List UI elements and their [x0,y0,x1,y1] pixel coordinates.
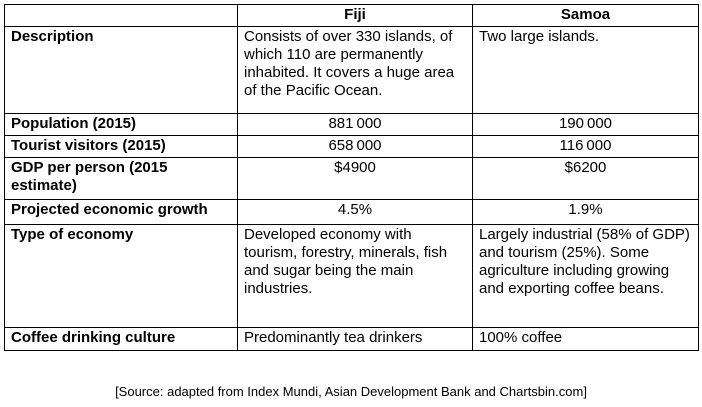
cell-samoa-economic-growth: 1.9% [472,199,699,225]
table-row: Coffee drinking culture Predominantly te… [4,327,699,351]
cell-samoa-type-of-economy: Largely industrial (58% of GDP) and tour… [472,224,699,328]
cell-fiji-population: 881 000 [237,113,473,136]
table-row: Population (2015) 881 000 190 000 [4,113,699,136]
cell-samoa-coffee-culture: 100% coffee [472,327,699,351]
row-label-population: Population (2015) [4,113,238,136]
cell-fiji-type-of-economy: Developed economy with tourism, forestry… [237,224,473,328]
header-row: Fiji Samoa [4,4,699,27]
cell-samoa-gdp-per-person: $6200 [472,157,699,200]
column-header-fiji: Fiji [237,4,473,27]
cell-samoa-description: Two large islands. [472,26,699,114]
table-row: Projected economic growth 4.5% 1.9% [4,199,699,225]
cell-samoa-tourist-visitors: 116 000 [472,135,699,158]
row-label-gdp-per-person: GDP per person (2015 estimate) [4,157,238,200]
table-row: Tourist visitors (2015) 658 000 116 000 [4,135,699,158]
row-label-economic-growth: Projected economic growth [4,199,238,225]
row-label-description: Description [4,26,238,114]
cell-fiji-economic-growth: 4.5% [237,199,473,225]
source-caption: [Source: adapted from Index Mundi, Asian… [115,384,587,399]
table-row: Description Consists of over 330 islands… [4,26,699,114]
cell-fiji-coffee-culture: Predominantly tea drinkers [237,327,473,351]
table-row: Type of economy Developed economy with t… [4,224,699,328]
row-label-coffee-culture: Coffee drinking culture [4,327,238,351]
cell-fiji-description: Consists of over 330 islands, of which 1… [237,26,473,114]
cell-fiji-tourist-visitors: 658 000 [237,135,473,158]
column-header-samoa: Samoa [472,4,699,27]
comparison-table: Fiji Samoa Description Consists of over … [4,4,699,351]
table-row: GDP per person (2015 estimate) $4900 $62… [4,157,699,200]
row-label-tourist-visitors: Tourist visitors (2015) [4,135,238,158]
cell-fiji-gdp-per-person: $4900 [237,157,473,200]
column-header-empty [4,4,238,27]
cell-samoa-population: 190 000 [472,113,699,136]
row-label-type-of-economy: Type of economy [4,224,238,328]
